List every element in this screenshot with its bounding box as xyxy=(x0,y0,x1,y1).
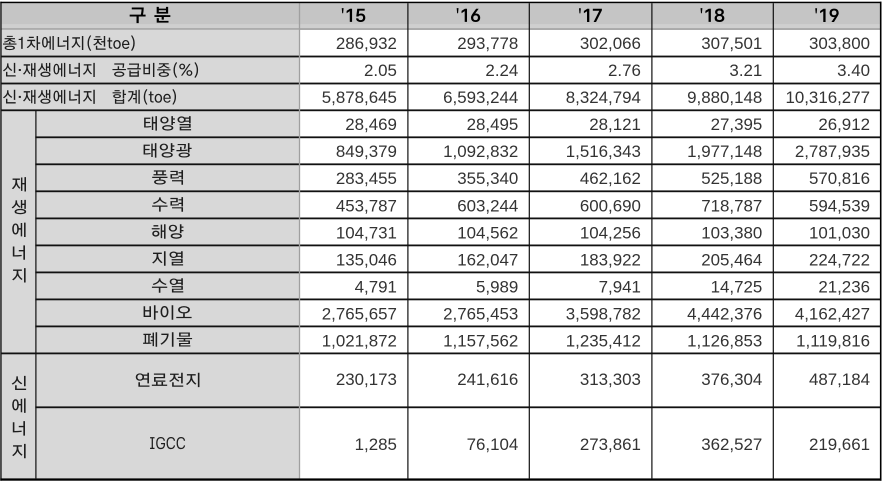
svg-text:718,787: 718,787 xyxy=(701,196,762,215)
svg-text:101,030: 101,030 xyxy=(809,223,870,242)
svg-text:103,380: 103,380 xyxy=(701,223,762,242)
svg-text:273,861: 273,861 xyxy=(580,435,641,454)
svg-text:1,285: 1,285 xyxy=(355,435,397,454)
svg-text:5,878,645: 5,878,645 xyxy=(322,88,397,107)
svg-text:26,912: 26,912 xyxy=(818,115,870,134)
svg-text:2.76: 2.76 xyxy=(608,61,641,80)
svg-text:241,616: 241,616 xyxy=(457,370,518,389)
svg-text:3.40: 3.40 xyxy=(837,61,870,80)
svg-text:104,562: 104,562 xyxy=(457,223,518,242)
svg-text:2.24: 2.24 xyxy=(485,61,518,80)
svg-text:849,379: 849,379 xyxy=(336,142,397,161)
svg-text:1,157,562: 1,157,562 xyxy=(443,331,518,350)
svg-text:1,516,343: 1,516,343 xyxy=(566,142,641,161)
svg-text:4,162,427: 4,162,427 xyxy=(795,304,870,323)
svg-text:2,765,657: 2,765,657 xyxy=(322,304,397,323)
svg-text:302,066: 302,066 xyxy=(580,34,641,53)
svg-text:376,304: 376,304 xyxy=(701,370,762,389)
svg-text:28,495: 28,495 xyxy=(467,115,519,134)
svg-text:4,791: 4,791 xyxy=(355,277,397,296)
svg-text:1,119,816: 1,119,816 xyxy=(796,331,870,350)
svg-text:205,464: 205,464 xyxy=(701,250,762,269)
svg-text:230,173: 230,173 xyxy=(336,370,397,389)
svg-text:3,598,782: 3,598,782 xyxy=(566,304,641,323)
svg-text:307,501: 307,501 xyxy=(701,34,762,53)
svg-text:1,235,412: 1,235,412 xyxy=(566,331,641,350)
svg-text:1,977,148: 1,977,148 xyxy=(687,142,762,161)
svg-text:1,021,872: 1,021,872 xyxy=(322,331,397,350)
svg-text:462,162: 462,162 xyxy=(580,169,641,188)
svg-text:286,932: 286,932 xyxy=(336,34,397,53)
svg-text:219,661: 219,661 xyxy=(809,435,870,454)
svg-text:162,047: 162,047 xyxy=(457,250,518,269)
svg-text:600,690: 600,690 xyxy=(580,196,641,215)
svg-text:7,941: 7,941 xyxy=(599,277,641,296)
svg-text:5,989: 5,989 xyxy=(476,277,518,296)
svg-text:355,340: 355,340 xyxy=(457,169,518,188)
svg-text:1,092,832: 1,092,832 xyxy=(443,142,518,161)
svg-text:76,104: 76,104 xyxy=(467,435,519,454)
svg-text:2,765,453: 2,765,453 xyxy=(443,304,518,323)
svg-text:183,922: 183,922 xyxy=(580,250,641,269)
svg-text:104,731: 104,731 xyxy=(336,223,397,242)
svg-text:28,469: 28,469 xyxy=(345,115,397,134)
svg-text:8,324,794: 8,324,794 xyxy=(566,88,641,107)
svg-text:2,787,935: 2,787,935 xyxy=(795,142,870,161)
svg-text:135,046: 135,046 xyxy=(336,250,397,269)
svg-text:570,816: 570,816 xyxy=(809,169,870,188)
svg-text:4,442,376: 4,442,376 xyxy=(687,304,762,323)
svg-text:27,395: 27,395 xyxy=(711,115,763,134)
svg-text:224,722: 224,722 xyxy=(809,250,870,269)
svg-text:6,593,244: 6,593,244 xyxy=(443,88,518,107)
svg-text:3.21: 3.21 xyxy=(729,61,762,80)
svg-text:104,256: 104,256 xyxy=(580,223,641,242)
svg-text:525,188: 525,188 xyxy=(701,169,762,188)
svg-text:594,539: 594,539 xyxy=(809,196,870,215)
svg-text:28,121: 28,121 xyxy=(589,115,641,134)
svg-text:2.05: 2.05 xyxy=(364,61,397,80)
svg-text:313,303: 313,303 xyxy=(580,370,641,389)
svg-text:21,236: 21,236 xyxy=(818,277,870,296)
svg-text:603,244: 603,244 xyxy=(457,196,518,215)
svg-text:453,787: 453,787 xyxy=(336,196,397,215)
svg-text:9,880,148: 9,880,148 xyxy=(687,88,762,107)
svg-text:14,725: 14,725 xyxy=(711,277,763,296)
svg-text:293,778: 293,778 xyxy=(457,34,518,53)
svg-text:10,316,277: 10,316,277 xyxy=(785,88,870,107)
svg-text:1,126,853: 1,126,853 xyxy=(687,331,762,350)
svg-text:303,800: 303,800 xyxy=(809,34,870,53)
svg-text:362,527: 362,527 xyxy=(701,435,762,454)
svg-text:487,184: 487,184 xyxy=(809,370,870,389)
svg-text:283,455: 283,455 xyxy=(336,169,397,188)
